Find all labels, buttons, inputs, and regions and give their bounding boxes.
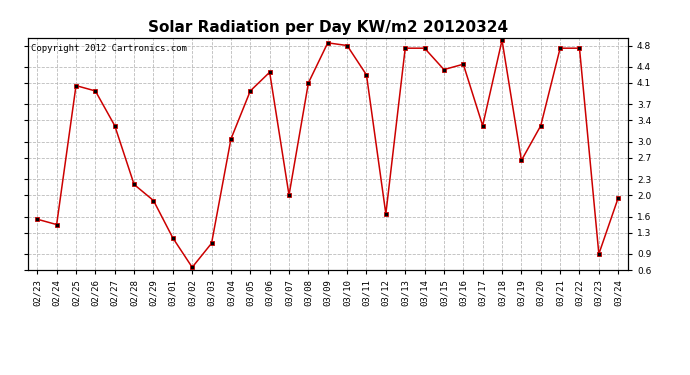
Title: Solar Radiation per Day KW/m2 20120324: Solar Radiation per Day KW/m2 20120324 <box>148 20 508 35</box>
Text: Copyright 2012 Cartronics.com: Copyright 2012 Cartronics.com <box>30 45 186 54</box>
